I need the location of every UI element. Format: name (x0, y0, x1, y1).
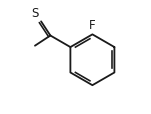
Text: F: F (89, 19, 96, 32)
Text: S: S (31, 7, 39, 20)
